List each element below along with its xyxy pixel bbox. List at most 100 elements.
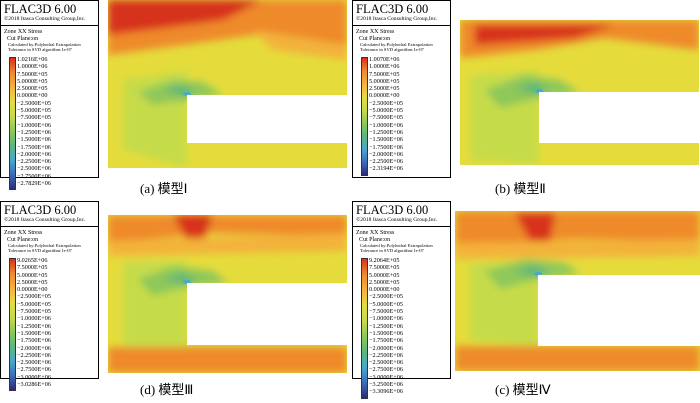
legend-value: −3.2500E+06 — [369, 381, 403, 389]
legend-value: −1.5000E+06 — [369, 136, 403, 144]
legend-value: −2.0000E+06 — [369, 150, 403, 158]
legend-value: −1.2500E+06 — [17, 322, 51, 330]
zone-label: Zone XX Stress — [356, 29, 395, 35]
legend-value: −2.2500E+06 — [369, 158, 403, 166]
legend-value: −7.5000E+05 — [17, 308, 51, 316]
legend-value: 0.0000E+00 — [17, 286, 48, 294]
legend: FLAC3D 6.00 ©2018 Itasca Consulting Grou… — [352, 201, 451, 399]
contour-band-lightorange — [455, 239, 700, 259]
legend-value: −2.7500E+06 — [17, 366, 51, 374]
legend-value: −3.0000E+06 — [369, 373, 403, 381]
tolerance-label: Tolerance in SVD algorithm:1e-07 — [8, 47, 72, 52]
legend-value: −1.2500E+06 — [369, 322, 403, 330]
contour-band-red — [108, 0, 263, 35]
legend-value: −5.0000E+05 — [17, 300, 51, 308]
legend-value: −2.5000E+05 — [369, 293, 403, 301]
contour-band-lightorange — [108, 233, 347, 256]
legend-value: −2.5000E+05 — [17, 99, 51, 107]
cut-plane-label: Cut Plane:on — [7, 35, 39, 42]
legend-value: −1.7500E+06 — [369, 337, 403, 345]
legend-value: −2.5000E+06 — [369, 359, 403, 367]
copyright: ©2018 Itasca Consulting Group,Inc. — [353, 16, 450, 26]
color-bar — [9, 57, 16, 191]
legend-value: −2.0000E+06 — [17, 344, 51, 352]
legend-value: −7.5000E+05 — [17, 114, 51, 122]
legend-value: −5.0000E+05 — [369, 107, 403, 115]
legend-value: 7.5000E+05 — [369, 70, 400, 78]
legend-value: −2.5000E+06 — [17, 165, 51, 173]
legend-value: 2.5000E+05 — [17, 85, 48, 93]
legend-value: −3.0000E+06 — [17, 373, 51, 381]
copyright: ©2018 Itasca Consulting Group,Inc. — [1, 16, 98, 26]
legend-value: 5.0000E+05 — [17, 77, 48, 85]
tolerance-label: Tolerance in SVD algorithm:1e-07 — [8, 248, 72, 253]
legend-value: 7.5000E+05 — [369, 264, 400, 272]
legend-value: 0.0000E+00 — [369, 286, 400, 294]
caption-a: (a) 模型Ⅰ — [140, 181, 188, 196]
legend: FLAC3D 6.00 ©2018 Itasca Consulting Grou… — [352, 0, 451, 178]
excavation-cutout — [539, 92, 699, 143]
legend-value: −1.5000E+06 — [17, 329, 51, 337]
legend-value: −1.5000E+06 — [17, 136, 51, 144]
legend-value: −7.5000E+05 — [369, 114, 403, 122]
legend-value: −1.2500E+06 — [17, 128, 51, 136]
legend-value: 9.2064E+05 — [369, 257, 400, 264]
legend-value: 1.0000E+06 — [369, 63, 400, 71]
legend-value: −1.0000E+06 — [17, 315, 51, 323]
legend-value: −2.7829E+06 — [17, 180, 51, 188]
cut-plane-label: Cut Plane:on — [359, 236, 391, 243]
calc-label: Calculated by:Polyhedral Extrapolation — [8, 42, 81, 47]
legend-value: −1.2500E+06 — [369, 128, 403, 136]
legend-value: −2.5000E+05 — [17, 293, 51, 301]
calc-label: Calculated by:Polyhedral Extrapolation — [360, 243, 433, 248]
calc-label: Calculated by:Polyhedral Extrapolation — [360, 42, 433, 47]
legend-value: 9.0265E+06 — [17, 257, 48, 264]
app-title: FLAC3D 6.00 — [356, 2, 429, 16]
contour-band-red — [475, 25, 615, 45]
contour-band-orange — [455, 346, 700, 371]
legend-value: 5.0000E+05 — [369, 77, 400, 85]
legend-value: 2.5000E+05 — [17, 278, 48, 286]
calc-label: Calculated by:Polyhedral Extrapolation — [8, 243, 81, 248]
legend-value: −2.2500E+06 — [17, 351, 51, 359]
zone-label: Zone XX Stress — [356, 230, 395, 236]
copyright: ©2018 Itasca Consulting Group,Inc. — [353, 217, 450, 227]
legend-value: 2.5000E+05 — [369, 85, 400, 93]
contour-plot — [460, 20, 699, 165]
color-bar — [9, 258, 16, 392]
legend-value: −2.5000E+05 — [369, 99, 403, 107]
excavation-cutout — [187, 283, 347, 345]
caption-b: (b) 模型Ⅱ — [495, 181, 546, 196]
tolerance-label: Tolerance in SVD algorithm:1e-07 — [360, 47, 424, 52]
caption-d: (d) 模型Ⅲ — [140, 382, 194, 397]
color-bar — [361, 57, 368, 176]
legend-value: −2.7500E+06 — [17, 172, 51, 180]
zone-label: Zone XX Stress — [4, 230, 43, 236]
contour-plot — [108, 215, 347, 373]
cut-plane-label: Cut Plane:on — [7, 236, 39, 243]
excavation-cutout — [538, 275, 700, 346]
legend-value: 5.0000E+05 — [17, 271, 48, 279]
caption-c: (c) 模型Ⅳ — [495, 382, 551, 397]
legend-value: 2.5000E+05 — [369, 278, 400, 286]
legend-value: −3.0286E+06 — [17, 381, 51, 389]
legend-value: 1.0070E+06 — [369, 56, 400, 63]
contour-band-lightorange — [253, 30, 347, 60]
legend-value: 0.0000E+00 — [17, 92, 48, 100]
legend-value: −1.7500E+06 — [17, 337, 51, 345]
legend-value: −2.0000E+06 — [369, 344, 403, 352]
legend-value: −1.0000E+06 — [369, 315, 403, 323]
app-title: FLAC3D 6.00 — [4, 203, 77, 217]
legend-value: −2.7500E+06 — [369, 366, 403, 374]
legend-value: −2.0000E+06 — [17, 150, 51, 158]
legend-value: −2.2500E+06 — [369, 351, 403, 359]
legend-value: −2.5000E+06 — [17, 359, 51, 367]
contour-band-orange — [108, 347, 347, 373]
contour-band-orange — [108, 215, 347, 243]
legend-value: 7.5000E+05 — [17, 70, 48, 78]
legend-value: −1.5000E+06 — [369, 329, 403, 337]
contour-plot — [455, 211, 700, 371]
legend-value: −5.0000E+05 — [369, 300, 403, 308]
copyright: ©2018 Itasca Consulting Group,Inc. — [1, 217, 98, 227]
legend-value: 0.0000E+00 — [369, 92, 400, 100]
